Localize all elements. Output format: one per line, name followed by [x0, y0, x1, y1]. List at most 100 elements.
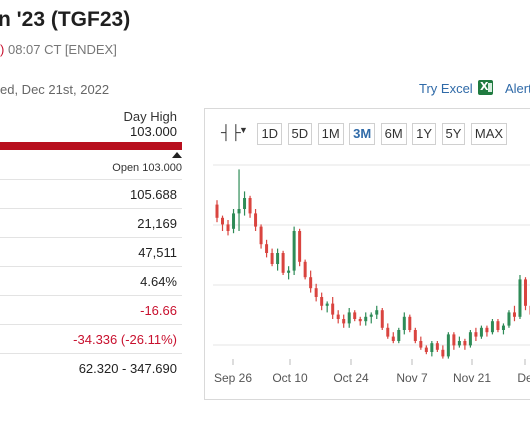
candle-body — [501, 325, 505, 330]
price-change-fragment: ) — [0, 42, 5, 57]
quote-time: 08:07 CT [ENDEX] — [7, 42, 117, 57]
candle — [446, 332, 450, 359]
x-tick-label: Nov 7 — [396, 371, 428, 385]
try-excel-link[interactable]: Try Excel — [419, 81, 473, 96]
candle — [281, 250, 285, 275]
candle-body — [314, 288, 318, 297]
candle-body — [287, 270, 291, 273]
stat-value: 47,511 — [138, 245, 177, 260]
chart-type-selector[interactable]: ┤├ ▼ — [217, 123, 253, 143]
candle-body — [518, 279, 522, 317]
open-price-label: Open 103.000 — [112, 162, 182, 174]
candle-body — [237, 209, 241, 214]
candle — [380, 308, 384, 330]
candle-body — [331, 303, 335, 315]
candle — [221, 215, 225, 231]
candle — [457, 336, 461, 348]
candle-body — [402, 316, 406, 330]
day-high-label: Day High — [123, 109, 177, 124]
stat-value: 105.688 — [130, 187, 177, 202]
candle — [309, 270, 313, 293]
candle — [402, 312, 406, 335]
candle-body — [215, 204, 219, 218]
candle-body — [512, 312, 516, 317]
candle — [375, 305, 379, 319]
x-tick-label: De — [517, 371, 530, 385]
stat-row: -34.336 (-26.11%) — [0, 324, 182, 353]
candle — [424, 345, 428, 355]
candle-body — [265, 244, 269, 253]
candle-body — [292, 231, 296, 271]
stat-row: 105.688 — [0, 179, 182, 208]
candle — [353, 310, 357, 322]
candle-body — [430, 343, 434, 352]
candle-body — [325, 303, 329, 306]
stat-value: 4.64% — [140, 274, 177, 289]
day-high-value: 103.000 — [130, 124, 177, 139]
x-tick-label: Oct 24 — [333, 371, 369, 385]
excel-icon[interactable] — [478, 80, 493, 95]
candle — [259, 224, 263, 249]
candle — [496, 319, 500, 333]
range-5y-button[interactable]: 5Y — [441, 123, 466, 145]
quote-subline: ) 08:07 CT [ENDEX] — [0, 42, 117, 57]
candle — [369, 312, 373, 324]
candle — [523, 277, 527, 311]
price-chart[interactable]: Sep 26 Oct 10 Oct 24 Nov 7 Nov 21 De — [205, 109, 530, 399]
candle — [413, 327, 417, 344]
stat-row: -16.66 — [0, 295, 182, 324]
x-tick-label: Sep 26 — [214, 371, 252, 385]
candle — [474, 327, 478, 341]
range-3m-button[interactable]: 3M — [349, 123, 376, 145]
candle-body — [391, 336, 395, 341]
day-range-bar — [0, 142, 182, 150]
range-5d-button[interactable]: 5D — [287, 123, 313, 145]
candle-body — [441, 349, 445, 357]
alerts-link[interactable]: Alert — [505, 81, 530, 96]
candle — [232, 209, 236, 234]
candle-body — [243, 198, 247, 209]
x-tick-label: Oct 10 — [272, 371, 308, 385]
candle — [408, 314, 412, 333]
candle — [226, 220, 230, 236]
range-6m-button[interactable]: 6M — [380, 123, 407, 145]
candle — [287, 266, 291, 280]
candle — [331, 297, 335, 319]
candle-body — [457, 341, 461, 346]
stat-value: 21,169 — [137, 216, 177, 231]
candle-body — [413, 330, 417, 341]
candle-body — [336, 314, 340, 319]
candle-body — [397, 330, 401, 341]
candle-body — [496, 321, 500, 330]
candle — [364, 312, 368, 326]
candle — [441, 345, 445, 359]
candle — [243, 191, 247, 216]
candle — [452, 332, 456, 350]
candle-body — [386, 327, 390, 337]
candle-body — [248, 198, 252, 214]
candle — [215, 200, 219, 223]
price-chart-panel[interactable]: Sep 26 Oct 10 Oct 24 Nov 7 Nov 21 De ┤├ ▼ 1D … — [204, 108, 530, 400]
candle — [507, 310, 511, 328]
range-max-button[interactable]: MAX — [470, 123, 508, 145]
candle — [265, 239, 269, 258]
candle — [468, 330, 472, 348]
range-1y-button[interactable]: 1Y — [412, 123, 437, 145]
candle-body — [507, 312, 511, 326]
candle-body — [380, 310, 384, 328]
candle — [358, 316, 362, 326]
candle-body — [479, 327, 483, 337]
candle — [479, 325, 483, 339]
range-1m-button[interactable]: 1M — [317, 123, 344, 145]
candle — [463, 338, 467, 350]
candle-body — [369, 314, 373, 317]
candle-body — [435, 343, 439, 350]
chart-toolbar: ┤├ ▼ 1D 5D 1M 3M 6M 1Y 5Y MAX — [217, 123, 508, 145]
stat-value: 62.320 - 347.690 — [78, 361, 177, 376]
candle — [397, 327, 401, 344]
candle — [303, 259, 307, 280]
range-1d-button[interactable]: 1D — [257, 123, 283, 145]
stat-row: 4.64% — [0, 266, 182, 295]
candle-body — [358, 319, 362, 322]
candle — [270, 248, 274, 267]
